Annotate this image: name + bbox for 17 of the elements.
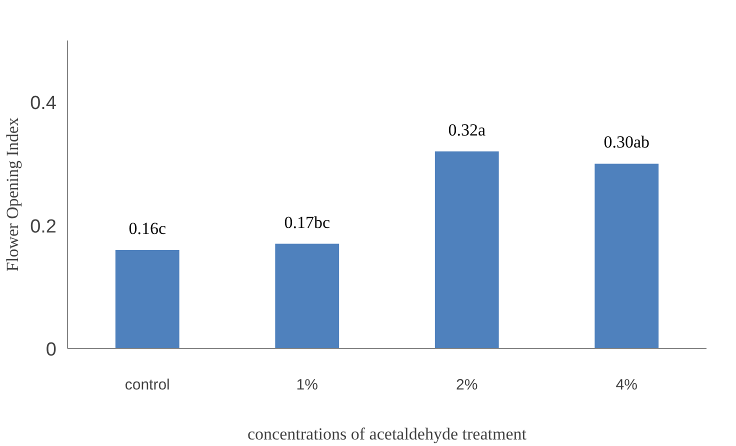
x-tick-label: 2% bbox=[456, 376, 478, 394]
data-label: 0.32a bbox=[448, 120, 486, 140]
x-tick-label: 4% bbox=[616, 376, 638, 394]
bar bbox=[275, 244, 340, 348]
y-tick-label: 0.4 bbox=[30, 93, 57, 114]
x-tick-label: 1% bbox=[296, 376, 318, 394]
data-label: 0.16c bbox=[128, 218, 166, 238]
y-tick-label: 0 bbox=[46, 340, 57, 360]
y-axis-title: Flower Opening Index bbox=[3, 117, 22, 272]
x-tick-label: control bbox=[124, 376, 170, 394]
bar bbox=[434, 151, 499, 348]
data-label: 0.17bc bbox=[284, 212, 330, 232]
bar bbox=[594, 164, 659, 348]
y-tick-label: 0.2 bbox=[30, 216, 57, 238]
x-axis-title: concentrations of acetaldehyde treatment bbox=[248, 424, 527, 444]
bar bbox=[115, 250, 180, 348]
data-label: 0.30ab bbox=[604, 132, 650, 152]
